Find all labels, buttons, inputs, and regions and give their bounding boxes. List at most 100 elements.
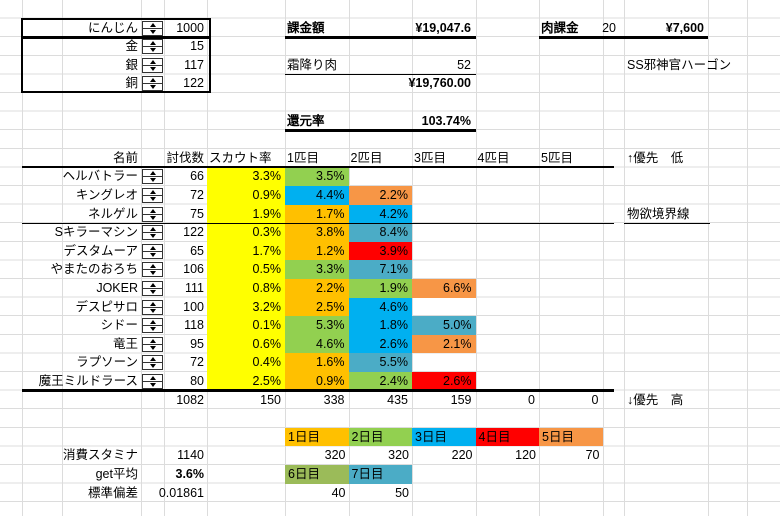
monster-spinner[interactable] (142, 206, 163, 222)
monster-spinner[interactable] (142, 299, 163, 315)
scout-slot-cell (285, 223, 349, 242)
monster-spinner[interactable] (142, 355, 163, 371)
spinner-up-button[interactable] (143, 170, 162, 178)
spinner-down-button[interactable] (143, 47, 162, 53)
monster-spinner[interactable] (142, 188, 163, 203)
spinner-down-button[interactable] (143, 84, 162, 90)
spinner-down-button[interactable] (143, 233, 162, 239)
spinner-down-button[interactable] (143, 326, 162, 332)
monster-scout-rate: 1.9% (252, 206, 282, 221)
gridline-vertical (708, 0, 709, 516)
monster-scout-rate: 0.8% (252, 281, 282, 295)
spinner-up-button[interactable] (143, 189, 162, 196)
resource-spinner[interactable] (142, 20, 163, 36)
scout-slot-value: 1.8% (379, 318, 409, 333)
spinner-up-button[interactable] (143, 22, 162, 29)
resource-spinner[interactable] (142, 57, 163, 73)
scout-slot-cell (285, 372, 349, 391)
greed-boundary-line (22, 222, 614, 224)
resource-label: 銀 (125, 57, 138, 72)
scout-slot-value: 2.5% (316, 299, 345, 314)
monster-name: やまたのおろち (50, 262, 138, 277)
day-header-label: 3日目 (415, 429, 447, 444)
gridline-vertical (602, 0, 604, 516)
day-stamina-value: 40 (331, 485, 346, 500)
header-slot: 1匹目 (287, 150, 319, 165)
spinner-down-button[interactable] (143, 196, 162, 202)
monster-spinner[interactable] (142, 374, 163, 389)
down-arrow-icon (149, 271, 156, 276)
monster-spinner[interactable] (142, 169, 163, 185)
down-arrow-icon (149, 308, 156, 313)
spinner-up-button[interactable] (143, 226, 162, 234)
monster-scout-rate: 0.1% (252, 318, 282, 333)
monster-spinner[interactable] (142, 262, 163, 278)
scout-slot-value: 3.8% (316, 225, 345, 240)
spinner-down-button[interactable] (143, 363, 162, 369)
monster-scout-rate: 0.3% (252, 225, 282, 240)
spinner-up-button[interactable] (143, 338, 162, 345)
spinner-up-button[interactable] (143, 319, 162, 327)
header-kills: 討伐数 (166, 150, 204, 165)
scout-slot-value: 2.6% (443, 374, 472, 388)
spinner-up-button[interactable] (143, 208, 162, 215)
scout-rate-column-fill (207, 167, 285, 391)
scout-slot-value: 3.3% (316, 262, 345, 277)
spinner-down-button[interactable] (143, 177, 162, 183)
spinner-down-button[interactable] (143, 215, 162, 221)
priority-high-annotation: ↓優先 高 (627, 392, 684, 407)
total-slot-value: 435 (387, 392, 408, 407)
meat-count-underline (285, 73, 476, 75)
spinner-up-button[interactable] (143, 77, 162, 85)
spinner-down-button[interactable] (143, 252, 162, 258)
meat-billing-amount: ¥7,600 (665, 20, 704, 35)
scout-slot-cell (285, 297, 349, 317)
monster-spinner[interactable] (142, 281, 163, 296)
day-header-label: 1日目 (288, 429, 320, 444)
monster-spinner[interactable] (142, 225, 163, 241)
down-arrow-icon (149, 197, 156, 201)
down-arrow-icon (149, 66, 156, 71)
day-header-label: 7日目 (351, 467, 384, 481)
spinner-up-button[interactable] (143, 282, 162, 289)
monster-spinner[interactable] (142, 336, 163, 352)
gridline-vertical (412, 0, 413, 516)
scout-slot-value: 2.1% (443, 336, 472, 351)
scout-slot-value: 4.6% (316, 336, 345, 351)
spinner-up-button[interactable] (143, 40, 162, 48)
spinner-down-button[interactable] (143, 29, 162, 35)
gridline-vertical (539, 0, 540, 516)
up-arrow-icon (149, 190, 156, 194)
resource-spinner[interactable] (142, 76, 163, 92)
scout-slot-cell (412, 316, 476, 335)
spinner-down-button[interactable] (143, 308, 162, 314)
spinner-up-button[interactable] (143, 245, 162, 252)
gridline-vertical (164, 0, 165, 516)
scout-slot-cell (348, 204, 412, 224)
resource-spinner[interactable] (142, 39, 163, 55)
up-arrow-icon (149, 227, 156, 232)
up-arrow-icon (149, 264, 156, 269)
spinner-up-button[interactable] (143, 375, 162, 382)
monster-kills: 65 (190, 243, 204, 258)
monster-spinner[interactable] (142, 318, 163, 334)
spinner-up-button[interactable] (143, 59, 162, 66)
stat-label: 消費スタミナ (62, 448, 138, 463)
up-arrow-icon (149, 41, 156, 46)
monster-spinner[interactable] (142, 243, 163, 259)
spinner-down-button[interactable] (143, 382, 162, 388)
monster-kills: 118 (184, 318, 204, 333)
spinner-down-button[interactable] (143, 66, 162, 72)
total-slot-value: 0 (591, 392, 599, 407)
scout-slot-value: 8.4% (379, 225, 409, 240)
spinner-up-button[interactable] (143, 263, 162, 271)
spinner-down-button[interactable] (143, 270, 162, 276)
spinner-down-button[interactable] (143, 345, 162, 351)
scout-slot-value: 4.4% (316, 188, 345, 202)
spinner-up-button[interactable] (143, 301, 162, 308)
monster-name: デスピサロ (75, 299, 138, 314)
spinner-down-button[interactable] (143, 289, 162, 295)
spinner-up-button[interactable] (143, 356, 162, 364)
monster-kills: 111 (184, 281, 204, 295)
return-rate-value: 103.74% (421, 113, 471, 128)
